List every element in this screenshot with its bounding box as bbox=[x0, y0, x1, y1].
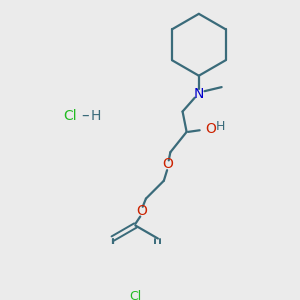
Text: –: – bbox=[81, 108, 89, 123]
Text: Cl: Cl bbox=[63, 109, 77, 123]
Text: O: O bbox=[136, 204, 147, 218]
Text: H: H bbox=[216, 121, 226, 134]
Text: O: O bbox=[163, 158, 173, 171]
Text: Cl: Cl bbox=[129, 290, 142, 300]
Text: O: O bbox=[206, 122, 217, 136]
Text: H: H bbox=[90, 109, 100, 123]
Text: N: N bbox=[194, 87, 204, 100]
